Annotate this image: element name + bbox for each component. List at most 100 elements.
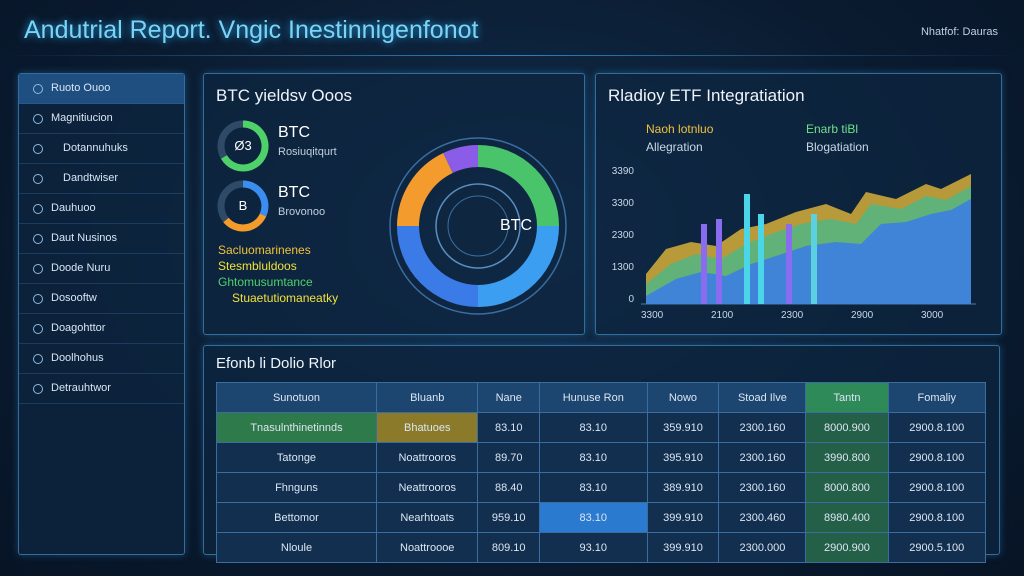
table-cell: 2300.000 bbox=[718, 532, 807, 563]
sidebar-item[interactable]: Dosooftw bbox=[19, 284, 184, 314]
table-cell: 399.910 bbox=[646, 502, 720, 533]
item-icon: B bbox=[238, 198, 248, 213]
bullet-item: Stesmbluldoos bbox=[218, 259, 297, 273]
x-tick-label: 2900 bbox=[851, 310, 874, 321]
table-row: Nloule Noattroooe 809.10 93.10 399.910 2300.0… bbox=[216, 532, 987, 563]
panel-title: Rladioy ETF Integratiation bbox=[608, 86, 805, 105]
table-cell: 2900.5.100 bbox=[887, 532, 987, 563]
table-cell: 2300.160 bbox=[718, 442, 807, 473]
page-title: Andutrial Report. Vngic Inestinnigenfono… bbox=[24, 16, 479, 44]
table-cell: 83.10 bbox=[538, 412, 648, 443]
btc-panel: BTC yieldsv Ooos BTC Sacluomarinenes Stes… bbox=[203, 73, 585, 335]
table-cell: Neattrooros bbox=[375, 472, 479, 503]
column-header: Sunotuon bbox=[216, 382, 377, 413]
table-cell: 88.40 bbox=[477, 472, 540, 503]
table-cell: 2900.8.100 bbox=[887, 442, 987, 473]
table-panel: Efonb li Dolio Rlor Sunotuon Bluanb Nane Hu… bbox=[203, 345, 1000, 563]
x-tick-label: 3300 bbox=[641, 310, 664, 321]
x-tick-label: 3000 bbox=[921, 310, 944, 321]
table-cell: 2900.900 bbox=[805, 532, 889, 563]
table-cell: Nearhtoats bbox=[375, 502, 479, 533]
x-tick-label: 2100 bbox=[711, 310, 734, 321]
y-tick-label: 1300 bbox=[611, 262, 634, 273]
sidebar-item[interactable]: Detrauhtwor bbox=[19, 374, 184, 404]
table-cell: Tnasulnthinetinnds bbox=[216, 412, 377, 443]
ring-center-label: BTC bbox=[500, 217, 532, 234]
table-cell: 2900.8.100 bbox=[887, 472, 987, 503]
table-cell: Fhnguns bbox=[216, 472, 377, 503]
x-tick-label: 2300 bbox=[781, 310, 804, 321]
table-cell: 89.70 bbox=[477, 442, 540, 473]
bullet-item: Sacluomarinenes bbox=[218, 243, 311, 257]
table-cell: 2300.460 bbox=[718, 502, 807, 533]
column-header: Fomaliy bbox=[887, 382, 987, 413]
legend-line2: Blogatiation bbox=[806, 140, 869, 154]
table-cell: 959.10 bbox=[477, 502, 540, 533]
table-cell: 8980.400 bbox=[805, 502, 889, 533]
table-cell: Nloule bbox=[216, 532, 377, 563]
column-header: Nane bbox=[477, 382, 540, 413]
table-cell: 395.910 bbox=[646, 442, 720, 473]
legend-line2: Allegration bbox=[646, 140, 703, 154]
btc-graphics bbox=[217, 120, 567, 315]
item-sub: Brovonoo bbox=[278, 206, 326, 218]
table-cell: 2300.160 bbox=[718, 472, 807, 503]
data-table: Sunotuon Bluanb Nane Hunuse Ron Nowo Stoad Il… bbox=[216, 382, 987, 563]
etf-panel: Rladioy ETF Integratiation Naoh lotnluo A… bbox=[595, 73, 1002, 335]
sidebar: Ruoto Ouoo Magnitiucion Dotannuhuks Dandtwi… bbox=[18, 73, 185, 555]
column-header: Stoad Ilve bbox=[718, 382, 807, 413]
sidebar-item[interactable]: Doolhohus bbox=[19, 344, 184, 374]
y-tick-label: 3300 bbox=[611, 198, 634, 209]
sidebar-item[interactable]: Dandtwiser bbox=[19, 164, 184, 194]
y-tick-label: 2300 bbox=[611, 230, 634, 241]
table-cell: 2900.8.100 bbox=[887, 412, 987, 443]
table-row: Bettomor Nearhtoats 959.10 83.10 399.910 2300… bbox=[216, 502, 987, 533]
table-cell: 809.10 bbox=[477, 532, 540, 563]
y-tick-label: 0 bbox=[628, 294, 634, 305]
sidebar-item[interactable]: Doagohttor bbox=[19, 314, 184, 344]
column-header: Bluanb bbox=[375, 382, 479, 413]
column-header: Hunuse Ron bbox=[538, 382, 648, 413]
legend-line1: Naoh lotnluo bbox=[646, 122, 714, 136]
table-cell: 83.10 bbox=[538, 472, 648, 503]
table-cell: 389.910 bbox=[646, 472, 720, 503]
header-divider bbox=[0, 55, 1024, 56]
sidebar-item[interactable]: Daut Nusinos bbox=[19, 224, 184, 254]
area-chart bbox=[641, 174, 976, 305]
table-cell: Noattrooros bbox=[375, 442, 479, 473]
table-cell: 83.10 bbox=[477, 412, 540, 443]
table-cell: 8000.800 bbox=[805, 472, 889, 503]
column-header: Nowo bbox=[646, 382, 720, 413]
header-status: Nhatfof: Dauras bbox=[920, 26, 998, 38]
sidebar-item[interactable]: Ruoto Ouoo bbox=[19, 74, 184, 104]
table-cell: Tatonge bbox=[216, 442, 377, 473]
item-sub: Rosiuqitqurt bbox=[278, 146, 337, 158]
sidebar-item[interactable]: Magnitiucion bbox=[19, 104, 184, 134]
table-cell: 399.910 bbox=[646, 532, 720, 563]
y-tick-label: 3390 bbox=[611, 166, 634, 177]
table-row: Fhnguns Neattrooros 88.40 83.10 389.910 2300.… bbox=[216, 472, 987, 503]
bullet-item: Stuaetutiomaneatky bbox=[232, 291, 339, 305]
sidebar-item[interactable]: Doode Nuru bbox=[19, 254, 184, 284]
table-row: Tnasulnthinetinnds Bhatuoes 83.10 83.10 359.… bbox=[216, 412, 987, 443]
item-icon: Ø3 bbox=[234, 138, 252, 153]
table-cell: Noattroooe bbox=[375, 532, 479, 563]
sidebar-item[interactable]: Dotannuhuks bbox=[19, 134, 184, 164]
table-title: Efonb li Dolio Rlor bbox=[216, 355, 337, 372]
table-cell: 93.10 bbox=[538, 532, 648, 563]
table-row: Tatonge Noattrooros 89.70 83.10 395.910 2300.… bbox=[216, 442, 987, 473]
table-cell: Bettomor bbox=[216, 502, 377, 533]
table-cell: 83.10 bbox=[538, 442, 648, 473]
item-name: BTC bbox=[278, 184, 310, 201]
table-cell: 2900.8.100 bbox=[887, 502, 987, 533]
item-name: BTC bbox=[278, 124, 310, 141]
table-cell: 3990.800 bbox=[805, 442, 889, 473]
table-cell: 8000.900 bbox=[805, 412, 889, 443]
column-header: Tantn bbox=[805, 382, 889, 413]
sidebar-item[interactable]: Dauhuoo bbox=[19, 194, 184, 224]
table-cell: Bhatuoes bbox=[375, 412, 479, 443]
panel-title: BTC yieldsv Ooos bbox=[216, 86, 353, 105]
bullet-item: Ghtomusumtance bbox=[218, 275, 313, 289]
table-cell: 2300.160 bbox=[718, 412, 807, 443]
